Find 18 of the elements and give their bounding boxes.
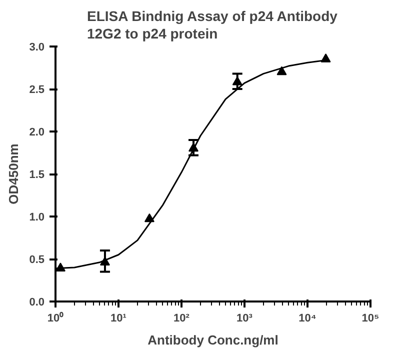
y-tick-label: 0.0 <box>29 296 45 308</box>
x-tick-label: 10⁰ <box>47 312 64 324</box>
y-tick-label: 1.0 <box>29 212 45 224</box>
x-axis-title: Antibody Conc.ng/ml <box>148 332 278 348</box>
chart-title: ELISA Bindnig Assay of p24 Antibody 12G2 to p24 protein <box>86 8 338 42</box>
x-tick-label: 10¹ <box>110 312 127 324</box>
x-tick-label: 10⁴ <box>298 312 316 324</box>
x-tick-label: 10⁵ <box>362 312 380 324</box>
y-tick-label: 3.0 <box>29 42 45 54</box>
y-tick-label: 2.0 <box>29 126 45 138</box>
x-tick-label: 10² <box>174 312 190 324</box>
y-tick-label: 0.5 <box>29 254 45 266</box>
y-tick-label: 1.5 <box>29 169 45 181</box>
x-tick-label: 10³ <box>236 312 253 324</box>
y-axis-title: OD450nm <box>6 144 22 204</box>
y-tick-label: 2.5 <box>29 84 45 96</box>
point <box>232 76 242 86</box>
point <box>276 66 287 76</box>
